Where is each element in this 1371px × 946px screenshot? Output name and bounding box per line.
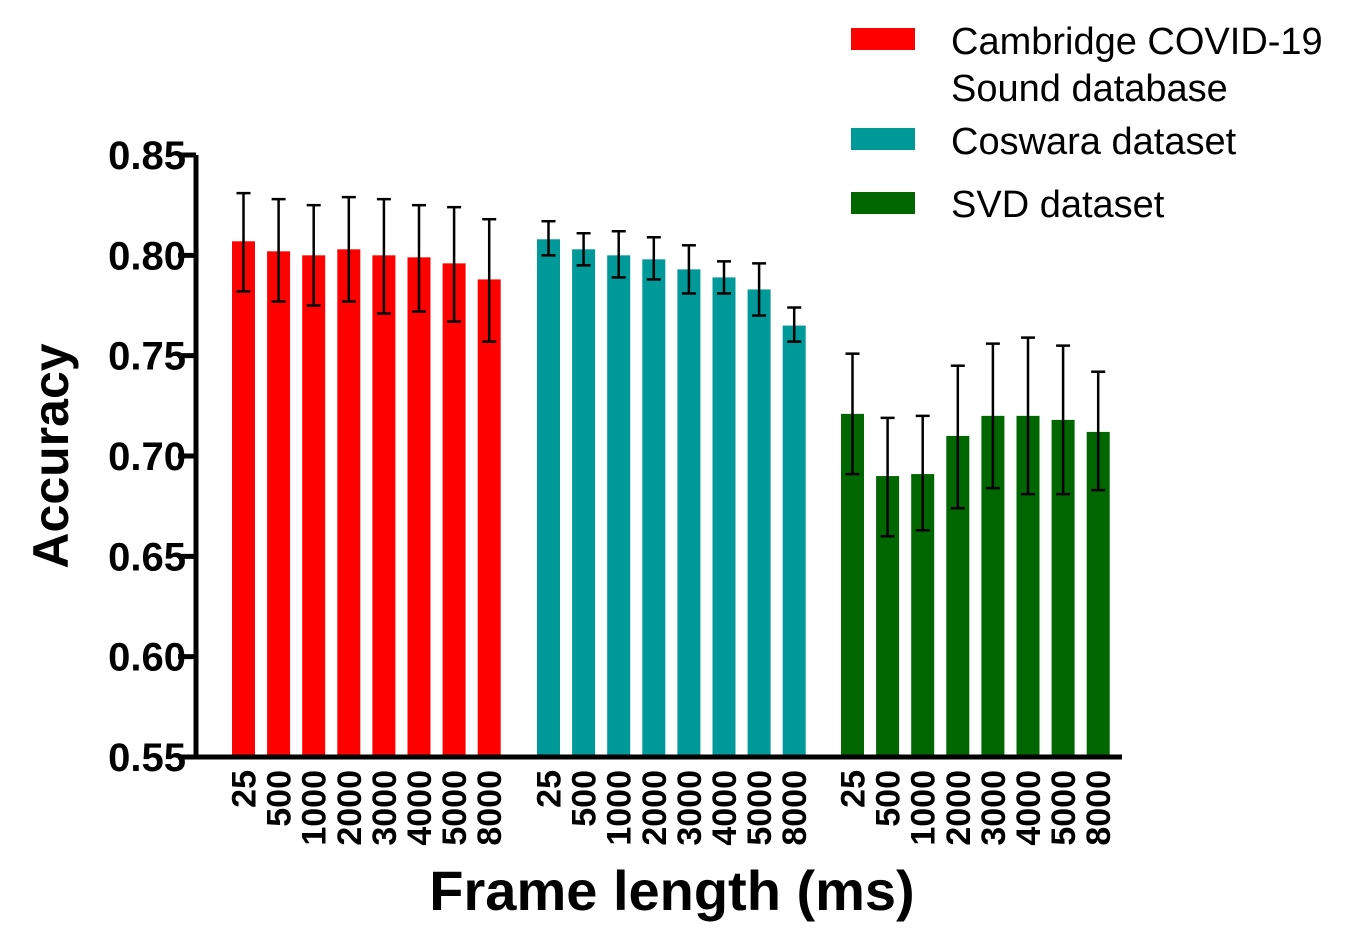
x-tick-label: 25 bbox=[835, 770, 873, 808]
x-tick-label: 5000 bbox=[1045, 770, 1083, 846]
x-tick-label: 2000 bbox=[940, 770, 978, 846]
x-tick-label: 25 bbox=[531, 770, 569, 808]
x-tick-label: 3000 bbox=[975, 770, 1013, 846]
bar bbox=[372, 255, 396, 758]
bar bbox=[841, 413, 864, 757]
legend-swatch bbox=[851, 128, 915, 150]
legend-label: SVD dataset bbox=[951, 184, 1165, 226]
legend-swatch bbox=[851, 192, 915, 214]
bar bbox=[537, 239, 560, 757]
x-tick-label: 5000 bbox=[741, 770, 779, 846]
y-ticks-layer: 0.85 0.80 0.75 0.70 0.65 0.60 0.55 bbox=[108, 134, 196, 780]
x-tick-label: 1000 bbox=[296, 770, 334, 846]
bar bbox=[477, 279, 501, 757]
y-tick-label: 0.60 bbox=[108, 636, 186, 680]
x-axis-title: Frame length (ms) bbox=[429, 859, 914, 922]
x-tick-label: 2000 bbox=[331, 770, 369, 846]
bar bbox=[677, 269, 701, 757]
x-tick-label: 2000 bbox=[636, 770, 674, 846]
x-tick-label: 500 bbox=[870, 770, 908, 827]
bar bbox=[642, 259, 666, 757]
bar bbox=[747, 289, 771, 757]
bar bbox=[911, 474, 935, 757]
legend-label: Sound database bbox=[951, 68, 1228, 110]
x-tick-label: 1000 bbox=[601, 770, 639, 846]
bars-layer bbox=[232, 239, 1110, 758]
bar bbox=[1086, 431, 1110, 757]
bar bbox=[267, 251, 291, 757]
bar bbox=[607, 255, 631, 758]
error-bars-layer bbox=[236, 191, 1106, 538]
x-tick-label: 500 bbox=[261, 770, 299, 827]
bar bbox=[981, 415, 1005, 757]
bar bbox=[876, 476, 900, 757]
bar bbox=[1051, 419, 1075, 757]
x-tick-label: 500 bbox=[566, 770, 604, 827]
x-tick-label: 4000 bbox=[1010, 770, 1048, 846]
legend-label: Cambridge COVID-19 bbox=[951, 21, 1323, 63]
legend-swatch bbox=[851, 28, 915, 50]
x-tick-label: 1000 bbox=[905, 770, 943, 846]
bar bbox=[407, 257, 431, 757]
bar bbox=[946, 435, 970, 757]
legend-label: Coswara dataset bbox=[951, 121, 1237, 163]
bar bbox=[572, 249, 596, 757]
y-tick-label: 0.80 bbox=[108, 234, 186, 278]
x-tick-label: 8000 bbox=[1080, 770, 1118, 846]
bar bbox=[337, 249, 361, 757]
y-tick-label: 0.55 bbox=[108, 736, 186, 780]
x-tick-label: 25 bbox=[226, 770, 264, 808]
y-tick-label: 0.85 bbox=[108, 134, 186, 178]
bar bbox=[712, 277, 736, 757]
x-tick-label: 4000 bbox=[401, 770, 439, 846]
x-tick-label: 3000 bbox=[366, 770, 404, 846]
bar bbox=[232, 241, 255, 757]
y-tick-label: 0.65 bbox=[108, 535, 186, 579]
x-tick-label: 8000 bbox=[471, 770, 509, 846]
x-tick-label: 3000 bbox=[671, 770, 709, 846]
y-tick-label: 0.75 bbox=[108, 335, 186, 379]
x-tick-label: 5000 bbox=[436, 770, 474, 846]
x-tick-label: 4000 bbox=[706, 770, 744, 846]
legend: Cambridge COVID-19 Sound database Coswara … bbox=[851, 21, 1323, 226]
x-tick-label: 8000 bbox=[776, 770, 814, 846]
y-axis-title: Accuracy bbox=[23, 343, 79, 568]
bar bbox=[782, 325, 806, 757]
y-tick-label: 0.70 bbox=[108, 435, 186, 479]
bar bbox=[1016, 415, 1040, 757]
bar bbox=[442, 263, 466, 757]
bar bbox=[302, 255, 326, 758]
